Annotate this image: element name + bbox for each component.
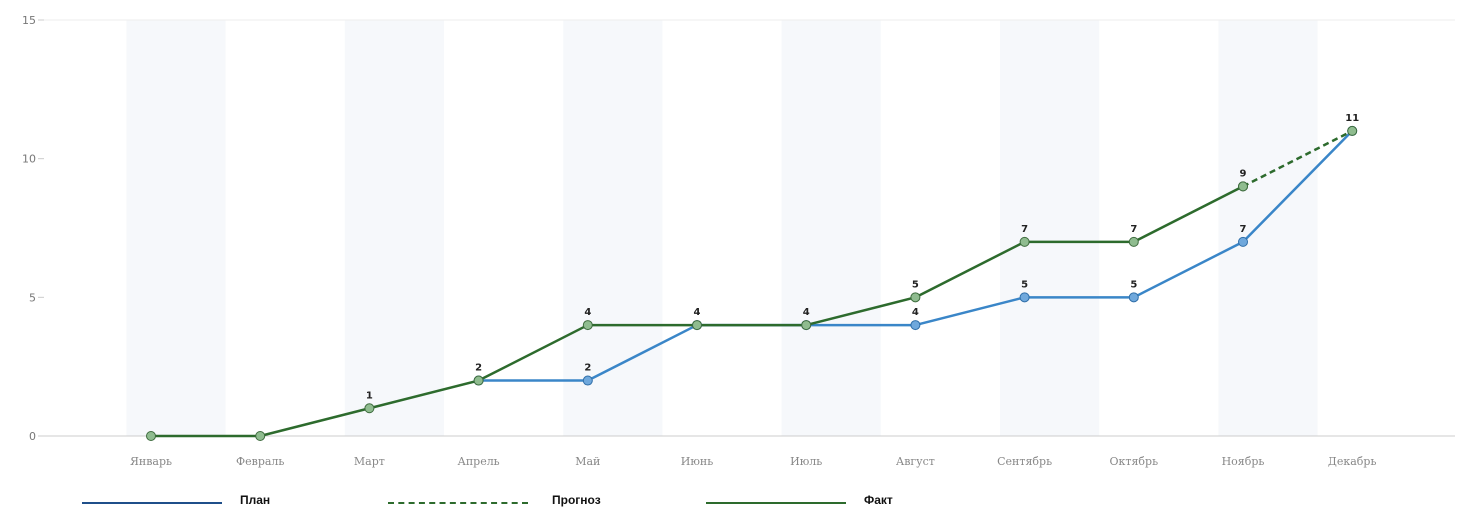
x-tick-label: Ноябрь <box>1222 455 1265 468</box>
x-tick-label: Январь <box>130 455 172 468</box>
data-point[interactable] <box>1347 125 1358 136</box>
data-label: 2 <box>584 363 591 374</box>
y-tick-label: 0 <box>29 430 36 443</box>
legend-label-plan: План <box>240 493 271 507</box>
data-point[interactable] <box>582 320 593 331</box>
data-label: 1 <box>366 390 373 401</box>
data-point[interactable] <box>255 431 266 441</box>
plot-band <box>563 20 663 436</box>
data-label: 5 <box>1021 279 1028 290</box>
x-tick-label: Сентябрь <box>997 455 1052 468</box>
data-point[interactable] <box>146 431 156 441</box>
y-tick-label: 5 <box>29 291 36 304</box>
data-label: 2 <box>475 363 482 374</box>
data-point[interactable] <box>1238 236 1248 247</box>
data-point[interactable] <box>1128 236 1139 247</box>
legend-line-plan <box>82 502 222 504</box>
data-label: 5 <box>912 279 919 290</box>
data-label: 4 <box>694 307 701 318</box>
plot-bands <box>126 20 1318 436</box>
x-tick-label: Апрель <box>457 455 499 468</box>
legend: План Прогноз Факт <box>0 490 1458 516</box>
x-tick-label: Май <box>575 455 600 468</box>
x-tick-label: Октябрь <box>1110 455 1159 468</box>
y-tick-label: 15 <box>22 14 36 27</box>
data-label: 9 <box>1240 168 1247 179</box>
series-lines <box>151 129 1354 438</box>
x-tick-label: Июль <box>790 455 822 468</box>
data-point[interactable] <box>364 403 375 414</box>
data-label: 4 <box>803 307 810 318</box>
x-axis-ticks: Январь Февраль Март Апрель Май Июнь Июль Август… <box>130 455 1376 468</box>
data-point[interactable] <box>582 375 593 386</box>
legend-label-forecast: Прогноз <box>552 493 601 507</box>
x-tick-label: Декабрь <box>1328 455 1377 468</box>
y-axis-ticks: 0 5 10 15 <box>22 14 44 443</box>
data-label: 7 <box>1130 224 1137 235</box>
data-label: 7 <box>1240 224 1247 235</box>
plot-band <box>126 20 226 436</box>
data-label: 5 <box>1130 279 1137 290</box>
x-tick-label: Июнь <box>681 455 714 468</box>
legend-line-forecast <box>388 502 528 504</box>
x-tick-label: Февраль <box>236 455 284 468</box>
data-label: 4 <box>912 307 919 318</box>
x-tick-label: Август <box>896 455 935 468</box>
data-point[interactable] <box>1128 292 1139 303</box>
series-markers <box>146 125 1358 441</box>
data-point[interactable] <box>1019 292 1030 303</box>
data-point[interactable] <box>910 292 921 303</box>
y-tick-label: 10 <box>22 153 36 166</box>
plot-band <box>1218 20 1318 436</box>
data-label: 11 <box>1345 113 1359 124</box>
data-point[interactable] <box>801 320 812 331</box>
plot-band <box>344 20 444 436</box>
data-point[interactable] <box>910 320 921 331</box>
data-point[interactable] <box>1238 181 1248 192</box>
plot-band <box>781 20 881 436</box>
plot-band <box>1000 20 1100 436</box>
data-point[interactable] <box>473 375 484 386</box>
data-label: 4 <box>584 307 591 318</box>
x-tick-label: Март <box>354 455 385 468</box>
data-point[interactable] <box>1019 236 1030 247</box>
data-label: 7 <box>1021 224 1028 235</box>
legend-label-fact: Факт <box>864 493 893 507</box>
data-point[interactable] <box>692 320 702 331</box>
series-line <box>1242 129 1353 188</box>
legend-line-fact <box>706 502 846 504</box>
